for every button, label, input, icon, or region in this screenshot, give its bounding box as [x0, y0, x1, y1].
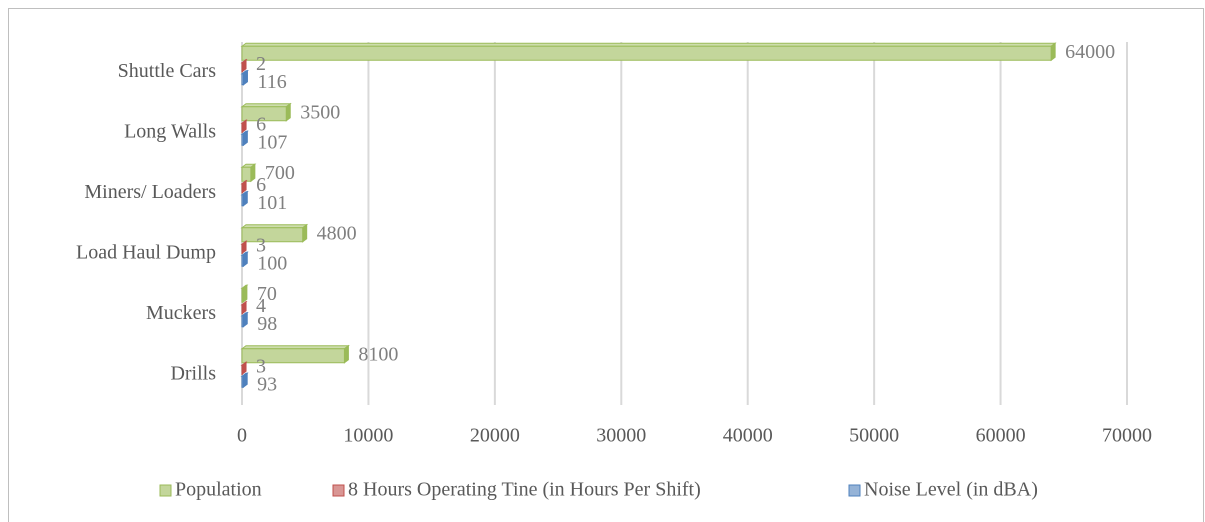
bar: [240, 130, 249, 147]
bar: [240, 284, 249, 304]
bar-face: [242, 372, 248, 389]
data-label: 6: [256, 113, 266, 135]
bar: [240, 223, 309, 243]
x-tick-label: 30000: [596, 425, 646, 447]
data-label: 3: [256, 234, 266, 256]
data-label: 107: [257, 131, 287, 153]
legend-label: 8 Hours Operating Tine (in Hours Per Shi…: [348, 479, 701, 501]
bar: [240, 119, 248, 134]
bar: [240, 240, 248, 255]
data-label: 4800: [317, 222, 357, 244]
bar-face: [241, 45, 1052, 61]
y-tick-label: Muckers: [146, 302, 216, 324]
data-label: 700: [265, 162, 295, 184]
bar: [240, 190, 249, 207]
bar: [240, 163, 257, 183]
bar-face: [241, 62, 243, 73]
bar-face: [242, 190, 248, 207]
bar-face: [242, 284, 248, 304]
data-label: 116: [257, 71, 286, 93]
bar-face: [242, 251, 248, 268]
bar: [240, 42, 1057, 62]
bar-face: [242, 130, 248, 147]
legend-label: Population: [175, 479, 262, 501]
bar-face: [242, 69, 248, 86]
bar-face: [242, 311, 248, 328]
data-label: 3500: [300, 101, 340, 123]
data-label: 93: [257, 373, 277, 395]
bar-face: [241, 348, 345, 364]
data-label: 6: [256, 174, 266, 196]
y-tick-label: Miners/ Loaders: [84, 181, 216, 203]
data-label: 70: [257, 283, 277, 305]
bar-face: [1050, 42, 1056, 62]
bar-face: [241, 166, 252, 182]
bar-face: [343, 344, 349, 364]
bar-face: [241, 375, 244, 388]
bar-face: [241, 133, 244, 146]
bar: [240, 69, 249, 86]
bar-face: [302, 223, 308, 243]
data-label: 3: [256, 355, 266, 377]
bar-face: [241, 254, 244, 267]
bar-face: [241, 106, 287, 122]
x-tick-label: 50000: [849, 425, 899, 447]
data-label: 101: [257, 192, 287, 214]
data-label: 8100: [358, 343, 398, 365]
x-tick-label: 0: [237, 425, 247, 447]
legend-label: Noise Level (in dBA): [864, 479, 1038, 501]
data-label: 4: [256, 295, 266, 317]
bar: [240, 372, 249, 389]
bar: [240, 311, 249, 328]
bar: [240, 251, 249, 268]
data-label: 2: [256, 53, 266, 75]
y-tick-label: Shuttle Cars: [118, 60, 217, 82]
bar-face: [250, 163, 256, 183]
bar-face: [241, 122, 243, 133]
legend-swatch: [848, 484, 861, 497]
y-tick-label: Load Haul Dump: [76, 241, 216, 263]
x-tick-label: 70000: [1102, 425, 1152, 447]
chart-frame: [8, 8, 1204, 522]
bar-face: [241, 304, 243, 315]
data-label: 64000: [1065, 41, 1115, 63]
bar-face: [241, 315, 244, 328]
bar: [240, 344, 350, 364]
bar-face: [285, 102, 291, 122]
x-tick-label: 20000: [470, 425, 520, 447]
bar: [240, 300, 248, 315]
bar-face: [241, 227, 304, 243]
legend-swatch: [159, 484, 172, 497]
bar-face: [241, 73, 244, 86]
bar-face: [241, 364, 243, 375]
bar: [240, 58, 248, 73]
bar: [240, 361, 248, 376]
y-tick-label: Drills: [170, 362, 216, 384]
bar: [240, 179, 248, 194]
bar-face: [241, 194, 244, 207]
bar: [240, 102, 292, 122]
legend-swatch: [332, 484, 345, 497]
bar-face: [241, 287, 244, 303]
bar-face: [241, 243, 243, 254]
x-tick-label: 40000: [723, 425, 773, 447]
y-tick-label: Long Walls: [124, 120, 216, 142]
x-tick-label: 10000: [343, 425, 393, 447]
bar-face: [241, 183, 243, 194]
data-label: 98: [257, 313, 277, 335]
x-tick-label: 60000: [976, 425, 1026, 447]
data-label: 100: [257, 252, 287, 274]
